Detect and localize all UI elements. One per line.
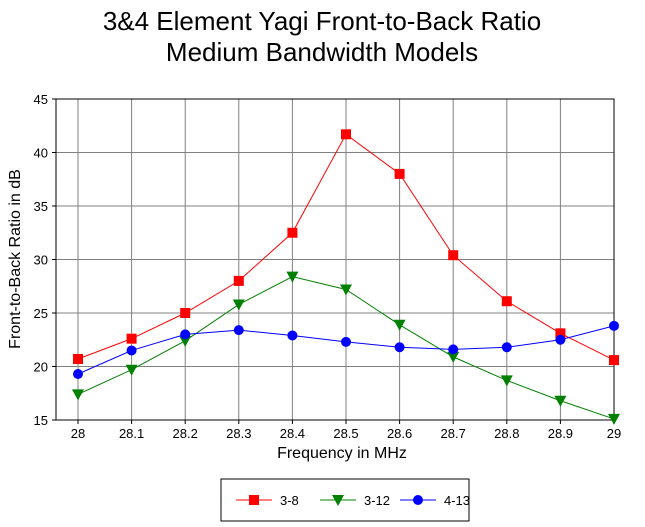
y-axis-label: Front-to-Back Ratio in dB (7, 169, 24, 349)
x-tick-label: 28.4 (280, 426, 305, 441)
data-point-3-12 (393, 319, 406, 331)
data-point-4-13 (341, 336, 351, 347)
chart-title-line-2: Medium Bandwidth Models (166, 37, 478, 67)
grid (56, 98, 615, 421)
y-tick-label: 45 (34, 92, 48, 107)
data-point-3-12 (179, 335, 192, 347)
data-point-3-12 (72, 389, 84, 401)
x-tick-label: 28.2 (173, 426, 198, 441)
y-tick-label: 25 (34, 306, 48, 321)
legend-marker (249, 495, 259, 505)
data-point-3-8 (448, 250, 459, 261)
data-point-3-8 (555, 328, 566, 339)
x-axis-label: Frequency in MHz (277, 445, 407, 462)
data-point-3-8 (73, 354, 83, 365)
legend-item-4-13: 4-13 (400, 493, 470, 508)
data-point-4-13 (609, 320, 619, 331)
x-tick-label: 28.9 (548, 426, 573, 441)
data-point-4-13 (126, 345, 137, 356)
legend-label: 3-8 (280, 493, 299, 508)
data-point-3-12 (500, 375, 513, 387)
data-point-3-8 (341, 129, 351, 140)
data-point-3-8 (609, 355, 619, 366)
data-point-4-13 (73, 368, 83, 379)
y-tick-label: 40 (34, 146, 48, 161)
y-tick-label: 30 (34, 253, 48, 268)
legend-label: 3-12 (364, 493, 390, 508)
x-tick-label: 28.8 (494, 426, 519, 441)
legend: 3-8 3-12 4-13 (236, 493, 470, 508)
series-3-12 (72, 271, 620, 425)
data-point-4-13 (501, 342, 512, 353)
data-point-3-8 (180, 308, 191, 318)
series-4-13 (73, 320, 619, 379)
legend-label: 4-13 (444, 493, 470, 508)
data-point-3-12 (608, 413, 620, 425)
y-axis-ticks: 15 20 25 30 35 40 45 (34, 92, 56, 428)
data-point-3-12 (125, 364, 138, 376)
data-point-4-13 (555, 334, 566, 345)
chart-title-line-1: 3&4 Element Yagi Front-to-Back Ratio (103, 6, 541, 36)
data-point-3-12 (447, 351, 460, 363)
legend-marker (332, 495, 344, 506)
legend-item-3-8: 3-8 (236, 493, 299, 508)
legend-marker (413, 495, 423, 505)
data-point-3-12 (340, 284, 352, 296)
legend-item-3-12: 3-12 (320, 493, 390, 508)
x-tick-label: 28.5 (333, 426, 358, 441)
data-point-4-13 (180, 329, 191, 340)
y-tick-label: 20 (34, 360, 48, 375)
x-tick-label: 28.6 (387, 426, 412, 441)
y-tick-label: 15 (34, 413, 48, 428)
data-point-3-8 (126, 333, 137, 344)
data-point-3-8 (501, 296, 512, 307)
x-tick-label: 29 (607, 426, 621, 441)
y-tick-label: 35 (34, 199, 48, 214)
data-point-3-12 (554, 395, 567, 407)
data-point-3-8 (394, 168, 405, 179)
data-point-3-8 (233, 275, 244, 286)
data-point-3-8 (287, 227, 298, 238)
data-point-4-13 (448, 344, 459, 355)
series-3-8 (73, 129, 619, 366)
x-tick-label: 28 (71, 426, 85, 441)
data-point-3-12 (232, 299, 245, 311)
x-tick-label: 28.1 (119, 426, 144, 441)
x-tick-label: 28.3 (226, 426, 251, 441)
data-point-4-13 (287, 330, 298, 341)
x-axis-ticks: 28 28.1 28.2 28.3 28.4 28.5 28.6 28.7 28.8 28.9 29 (71, 420, 621, 441)
data-point-4-13 (394, 342, 405, 353)
x-tick-label: 28.7 (441, 426, 466, 441)
data-point-4-13 (233, 325, 244, 336)
series-layer (72, 129, 620, 425)
data-point-3-12 (286, 271, 299, 283)
